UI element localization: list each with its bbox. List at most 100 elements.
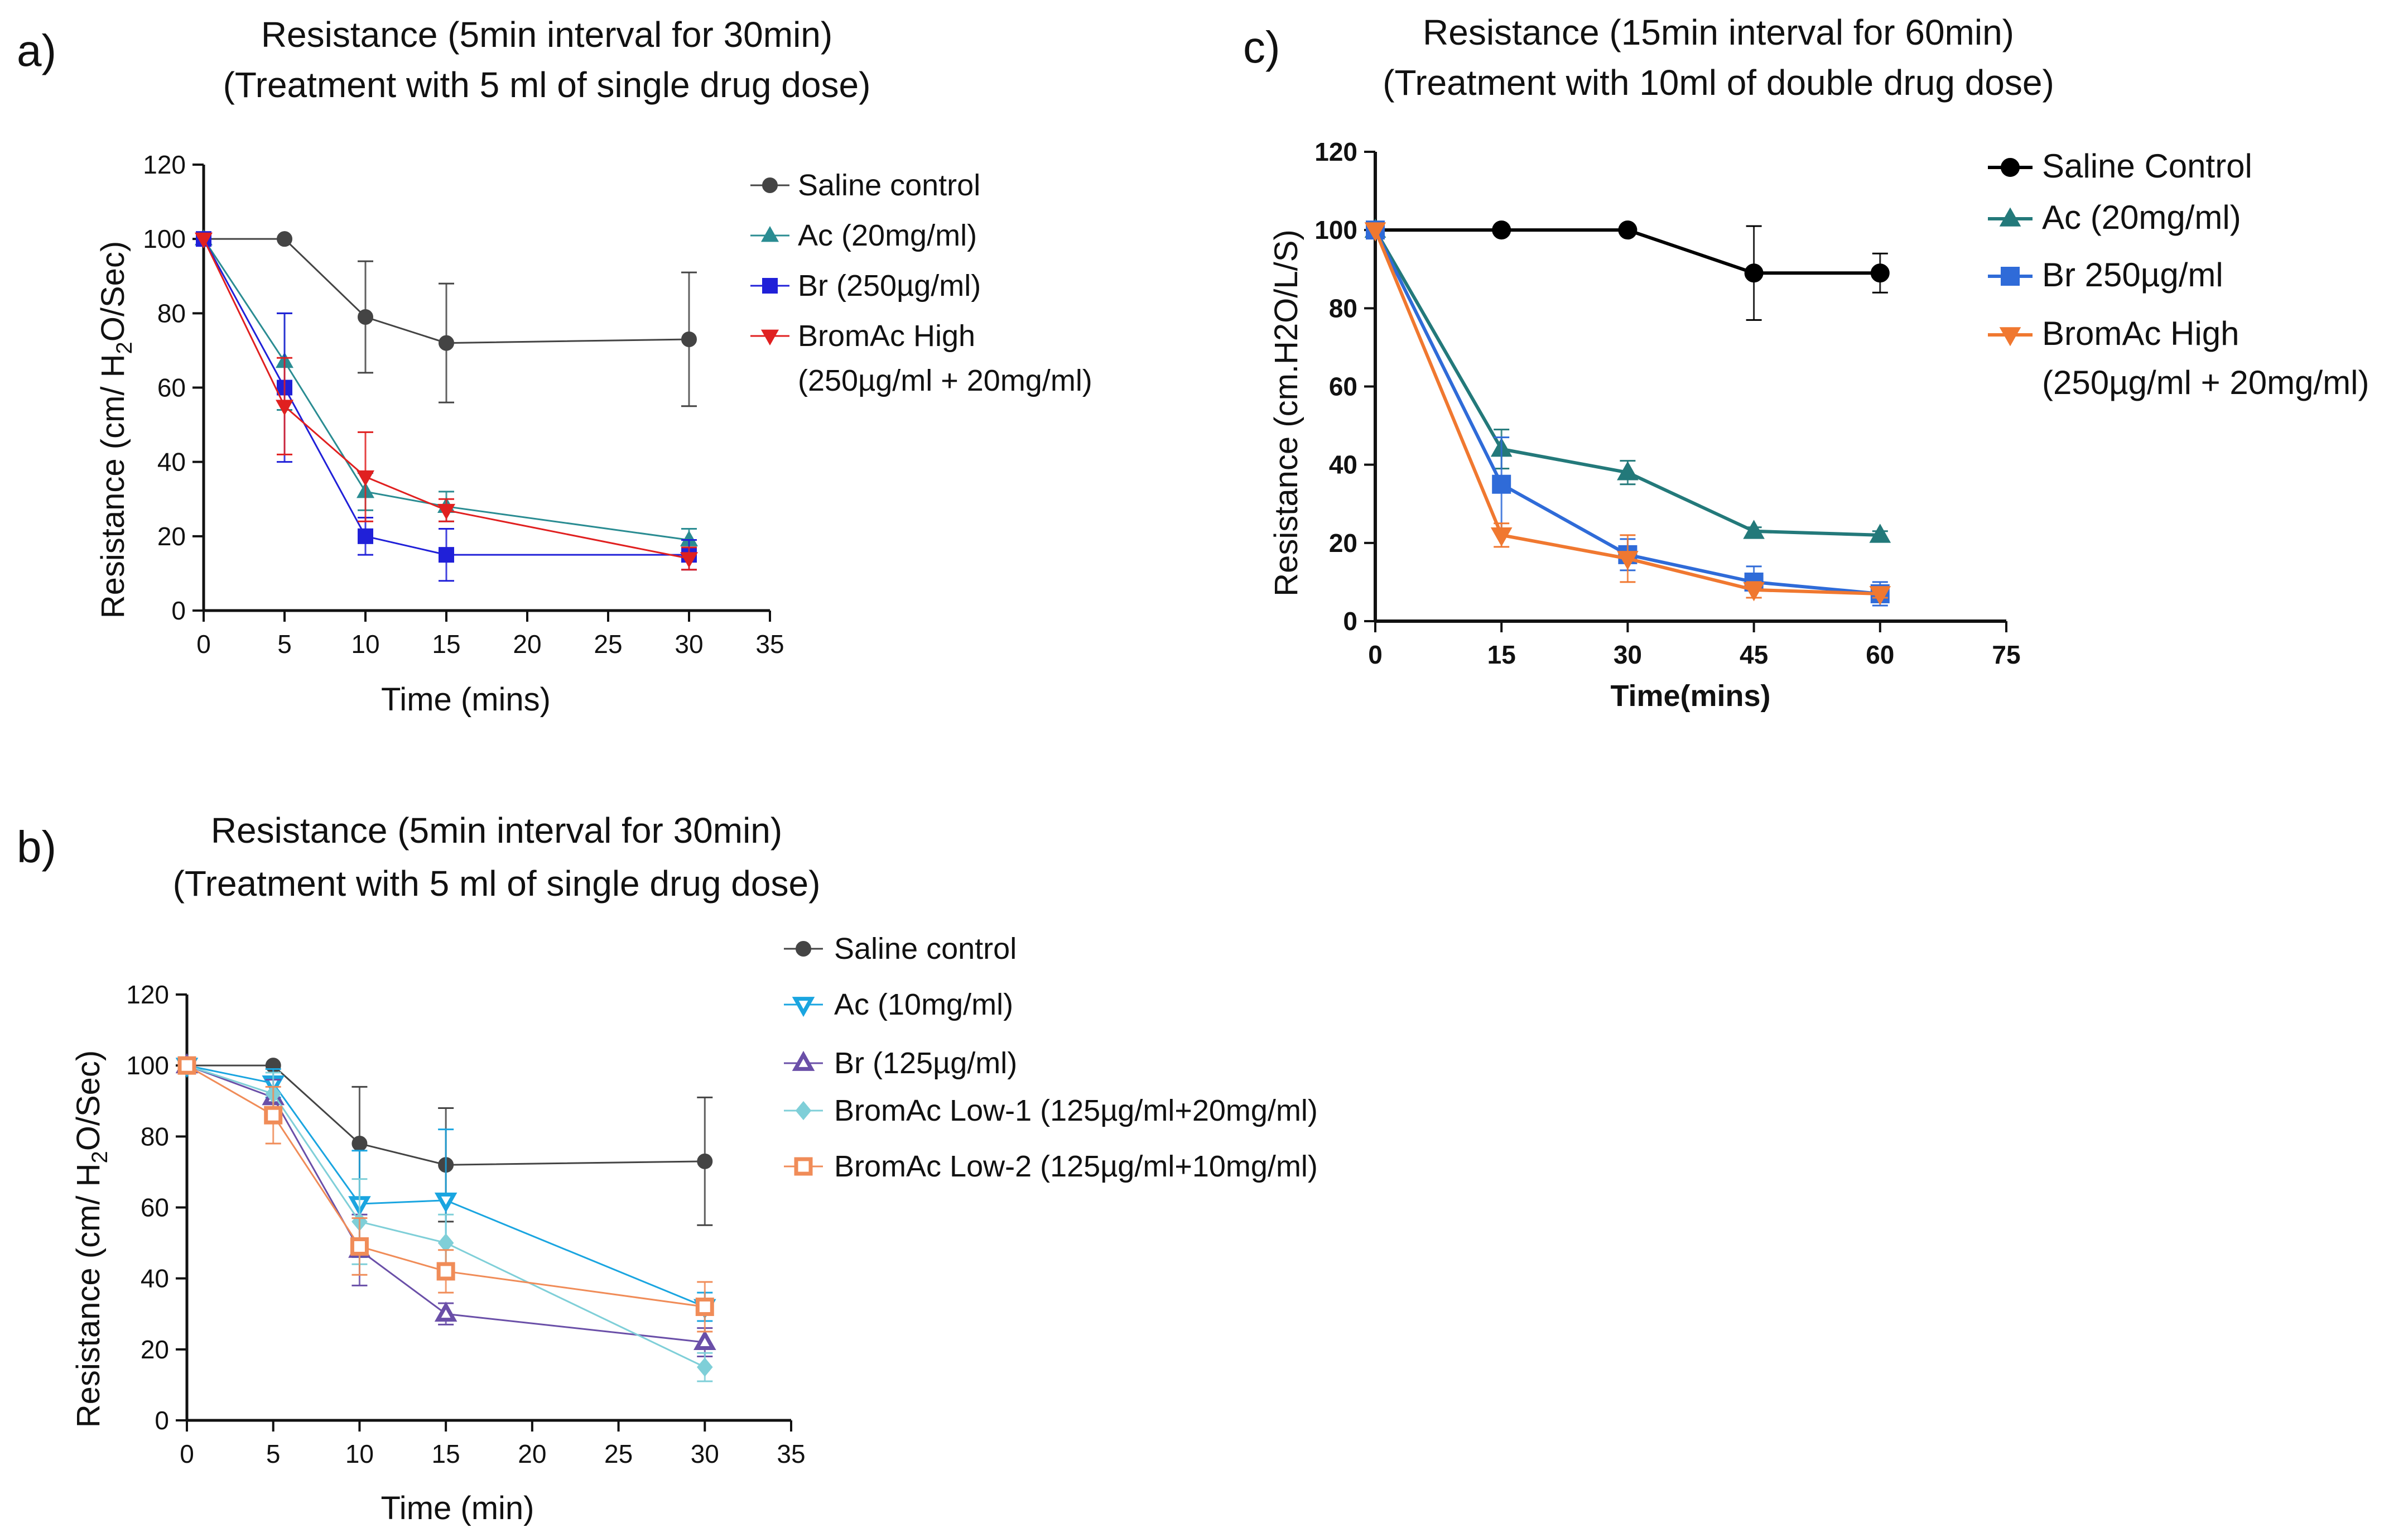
chart-c-x-tick-label: 0 [1368, 640, 1383, 669]
chart-b-series-1-point [434, 1192, 457, 1213]
chart-b-xlabel: Time (min) [381, 1490, 534, 1526]
chart-c-series-0-point [1492, 220, 1511, 240]
chart-c-legend: Saline Control Ac (20mg/ml) Br 250µg/ml Bro… [1988, 147, 2369, 401]
chart-c-x-tick-label: 30 [1614, 640, 1642, 669]
chart-c-legend-label-1: Ac (20mg/ml) [2042, 199, 2241, 236]
chart-c-legend-marker-0 [2001, 158, 2020, 177]
chart-b-legend-marker-4 [794, 1157, 813, 1176]
chart-c-series-3-point [1490, 527, 1513, 547]
chart-c-x-tick-label: 60 [1866, 640, 1894, 669]
chart-b-legend-marker-2 [792, 1050, 815, 1071]
chart-a-x-tick-label: 10 [351, 630, 379, 659]
chart-c-x-tick-label: 15 [1487, 640, 1516, 669]
chart-b-y-tick-label: 40 [141, 1264, 169, 1293]
chart-c-series-0-point [1870, 263, 1890, 283]
chart-b-legend-label-1: Ac (10mg/ml) [834, 988, 1013, 1021]
chart-c-legend-label-0: Saline Control [2042, 147, 2252, 185]
chart-a-x-tick-label: 15 [432, 630, 460, 659]
chart-b-series-4-point [695, 1298, 714, 1317]
chart-a-series-0-point [277, 231, 292, 247]
chart-a-xlabel: Time (mins) [381, 681, 551, 718]
chart-b-legend-label-4: BromAc Low-2 (125µg/ml+10mg/ml) [834, 1150, 1318, 1183]
chart-c-xlabel: Time(mins) [1610, 679, 1770, 713]
chart-b-x-tick-label: 15 [432, 1439, 460, 1468]
chart-a-legend: Saline control Ac (20mg/ml) Br (250µg/ml) B… [750, 169, 1092, 397]
chart-a-x-tick-label: 20 [513, 630, 541, 659]
chart-b-x-tick-label: 20 [518, 1439, 546, 1468]
chart-c-series-3-point [1364, 222, 1386, 242]
chart-b-legend: Saline control Ac (10mg/ml) Br (125µg/ml) B… [784, 932, 1318, 1183]
chart-c-plot: 0 15 30 45 60 75 0 20 40 60 80 100 120 [1314, 137, 2020, 669]
chart-a-legend-marker-1 [760, 226, 779, 242]
chart-b-x-tick-label: 30 [691, 1439, 719, 1468]
chart-a-legend-label-0: Saline control [798, 169, 980, 202]
chart-c-y-tick-label: 60 [1329, 372, 1357, 401]
chart-a-series-0-point [681, 331, 697, 347]
chart-a-series-3 [194, 232, 699, 571]
chart-c-series-0-point [1744, 263, 1764, 283]
chart-c-y-tick-label: 80 [1329, 294, 1357, 323]
chart-c-x-tick-label: 45 [1740, 640, 1768, 669]
chart-b-y-tick-label: 20 [141, 1335, 169, 1364]
chart-a-series-3-point [194, 232, 213, 249]
panel-label-c: c) [1243, 22, 1280, 72]
chart-panel-c: c) Resistance (15min interval for 60min)… [1243, 12, 2369, 713]
chart-b-series-2-point [434, 1301, 457, 1322]
chart-b-y-tick-label: 60 [141, 1193, 169, 1222]
chart-b-x-tick-label: 35 [777, 1439, 805, 1468]
chart-b-series-4 [177, 1056, 714, 1333]
chart-b-legend-label-3: BromAc Low-1 (125µg/ml+20mg/ml) [834, 1094, 1318, 1127]
chart-a-x-tick-label: 5 [277, 630, 292, 659]
chart-a-series-2-point [439, 547, 454, 563]
chart-c-legend-marker-1 [1999, 207, 2021, 227]
chart-a-series-0-point [358, 309, 373, 325]
chart-a-series-3-point [275, 400, 294, 416]
chart-a-series-2-point [358, 528, 373, 544]
chart-a-legend-label-3: (250µg/ml + 20mg/ml) [798, 364, 1092, 397]
chart-a-title-line-2: (Treatment with 5 ml of single drug dose… [223, 65, 871, 105]
chart-b-legend-marker-3 [795, 1101, 812, 1121]
chart-c-legend-label-3: (250µg/ml + 20mg/ml) [2042, 364, 2369, 401]
chart-b-title-line-2: (Treatment with 5 ml of single drug dose… [173, 863, 821, 904]
chart-a-y-tick-label: 80 [157, 299, 186, 328]
chart-c-series-1-point [1617, 461, 1639, 481]
chart-c-y-tick-label: 120 [1314, 137, 1357, 166]
chart-a-legend-label-3: BromAc High [798, 319, 975, 353]
chart-b-ylabel: Resistance (cm/ H2O/Sec) [70, 1050, 112, 1428]
chart-c-y-tick-label: 100 [1314, 215, 1357, 244]
chart-b-series-4-point [436, 1262, 455, 1281]
chart-b-series-4-point [264, 1106, 283, 1125]
chart-a-y-tick-label: 60 [157, 373, 186, 402]
panel-label-a: a) [17, 26, 56, 75]
chart-a-legend-marker-3 [760, 329, 779, 345]
chart-c-series-0-point [1618, 220, 1638, 240]
chart-a-series-3-point [437, 503, 456, 520]
chart-b-series-4-point [177, 1056, 196, 1075]
chart-c-series-3-point [1743, 582, 1765, 602]
chart-b-y-tick-label: 0 [155, 1406, 169, 1435]
chart-b-legend-marker-1 [792, 997, 815, 1017]
chart-a-legend-label-1: Ac (20mg/ml) [798, 219, 977, 252]
chart-a-x-tick-label: 35 [755, 630, 784, 659]
chart-c-series-1-point [1869, 523, 1891, 543]
chart-a-title-line-1: Resistance (5min interval for 30min) [261, 15, 832, 55]
chart-panel-a: a) Resistance (5min interval for 30min) … [17, 15, 1092, 718]
chart-c-legend-label-3: BromAc High [2042, 315, 2239, 352]
chart-a-series-3-point [680, 552, 699, 568]
chart-c-y-tick-label: 20 [1329, 529, 1357, 558]
chart-a-series-0-point [439, 335, 454, 351]
chart-c-y-tick-label: 40 [1329, 450, 1357, 479]
chart-c-y-tick-label: 0 [1343, 607, 1357, 636]
chart-b-y-tick-label: 80 [141, 1122, 169, 1151]
chart-b-legend-label-2: Br (125µg/ml) [834, 1046, 1017, 1080]
chart-c-series-2-point [1492, 474, 1511, 494]
chart-b-x-tick-label: 25 [604, 1439, 633, 1468]
chart-a-plot: 0 5 10 15 20 25 30 35 0 20 40 60 80 100 120 [143, 150, 784, 659]
chart-b-x-tick-label: 5 [266, 1439, 281, 1468]
chart-b-series-0-point [351, 1136, 368, 1152]
chart-a-ylabel: Resistance (cm/ H2O/Sec) [95, 241, 137, 619]
chart-a-x-tick-label: 30 [675, 630, 703, 659]
chart-c-legend-label-2: Br 250µg/ml [2042, 256, 2223, 294]
chart-c-series-0 [1366, 220, 1890, 321]
